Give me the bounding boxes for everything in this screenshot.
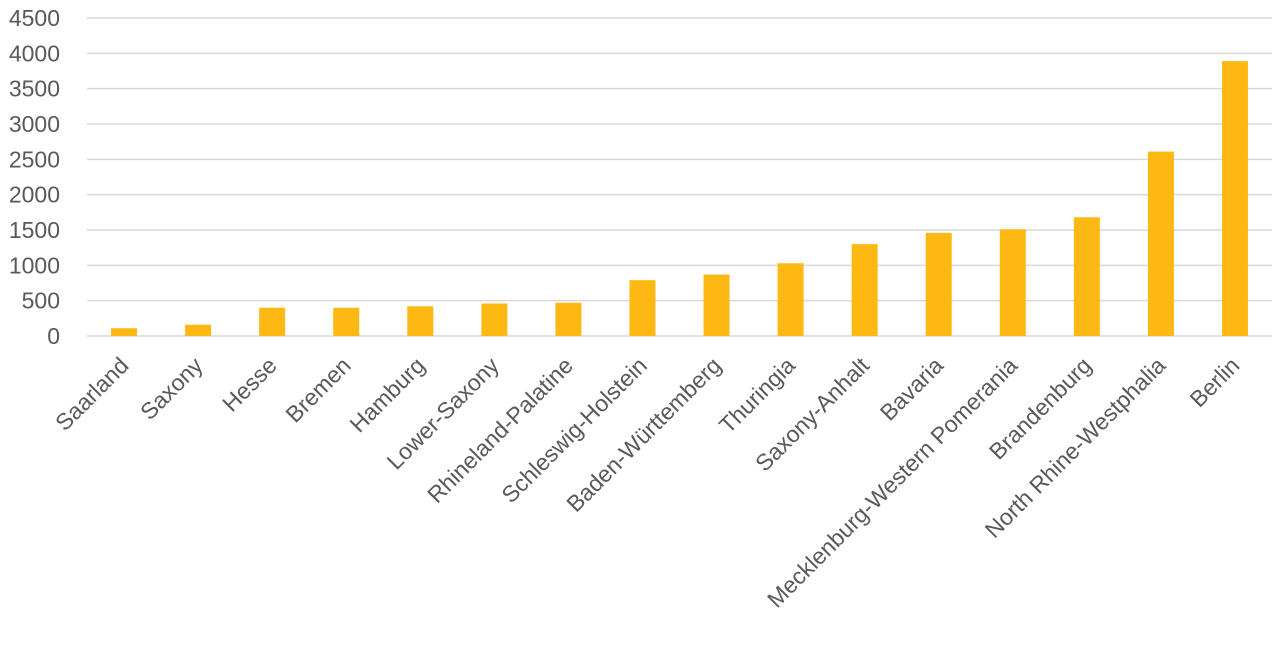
bar-rhineland-palatine [555,302,582,336]
x-tick-label: Hesse [217,352,281,416]
bar-hesse [259,307,286,336]
x-tick-label: Berlin [1185,352,1245,412]
y-tick-label: 0 [47,323,60,349]
bar-saxony [185,324,212,336]
bar-lower-saxony [481,303,508,336]
bar-saarland [111,328,138,336]
x-tick-label: Bavaria [875,352,949,426]
y-axis-tick-labels: 0 500 1000 1500 2000 2500 3000 3500 4000 4500 [9,5,60,349]
bars [111,61,1248,337]
x-tick-label: Saarland [50,352,133,435]
y-tick-label: 4000 [9,40,60,66]
y-tick-label: 2000 [9,182,60,208]
bar-mecklenburg-western-pomerania [999,229,1026,336]
bar-baden-w-rttemberg [703,274,730,336]
bar-bremen [333,307,360,336]
y-tick-label: 1000 [9,252,60,278]
bar-thuringia [777,263,804,336]
y-tick-label: 500 [22,288,60,314]
bar-berlin [1221,61,1248,337]
y-tick-label: 3000 [9,111,60,137]
x-tick-label: Bremen [280,352,355,427]
y-tick-label: 3500 [9,76,60,102]
x-tick-label: Saxony [135,352,208,425]
bar-schleswig-holstein [629,280,656,336]
y-tick-label: 1500 [9,217,60,243]
bar-hamburg [407,306,434,336]
y-tick-label: 2500 [9,146,60,172]
bar-brandenburg [1073,217,1100,336]
y-tick-label: 4500 [9,5,60,31]
bar-saxony-anhalt [851,244,878,336]
bar-bavaria [925,232,952,336]
x-axis-tick-labels: Saarland Saxony HesseBremenHamburgLower-Sa… [50,352,1244,613]
bar-north-rhine-westphalia [1147,151,1174,336]
gridlines [87,17,1272,337]
